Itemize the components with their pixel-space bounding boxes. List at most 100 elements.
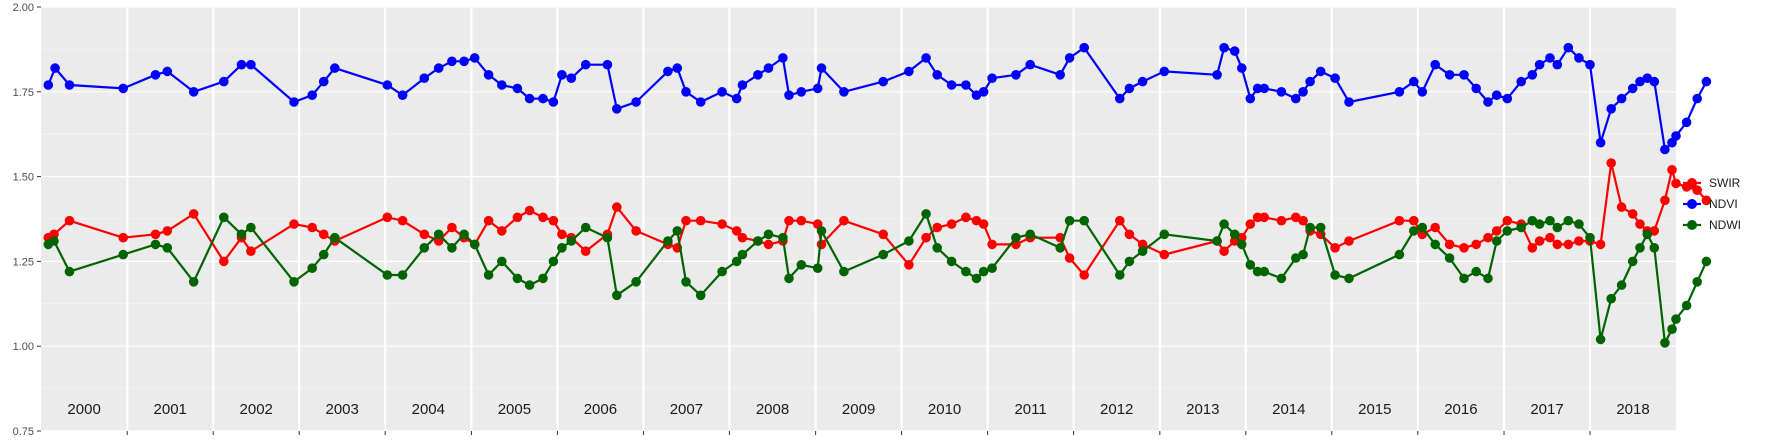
data-point-ndwi [188, 277, 199, 287]
data-point-ndvi [672, 63, 683, 73]
data-point-ndwi [1430, 239, 1440, 250]
data-point-ndvi [1064, 53, 1075, 63]
data-point-swir [1606, 158, 1616, 168]
data-point-swir [1459, 243, 1469, 253]
data-point-ndvi [1516, 76, 1526, 87]
data-point-swir [1219, 246, 1229, 256]
legend-item-ndwi: NDWI [1683, 218, 1741, 232]
legend-key-point [1687, 220, 1697, 230]
data-point-ndvi [1025, 59, 1035, 70]
data-point-ndvi [64, 80, 75, 90]
data-point-swir [1616, 202, 1627, 212]
data-point-swir [1660, 195, 1670, 206]
data-point-ndvi [580, 59, 591, 70]
data-point-ndwi [695, 290, 706, 301]
data-point-ndwi [1595, 334, 1606, 345]
year-label: 2011 [1014, 401, 1046, 418]
data-point-swir [1491, 226, 1502, 236]
data-point-swir [1276, 215, 1287, 226]
data-point-ndvi [50, 63, 60, 73]
data-point-ndwi [1642, 229, 1653, 240]
data-point-ndwi [118, 249, 128, 260]
data-point-ndvi [382, 80, 393, 90]
data-point-ndwi [1527, 215, 1538, 226]
data-point-swir [1635, 219, 1645, 229]
data-point-ndwi [524, 280, 535, 290]
data-point-ndwi [1444, 253, 1455, 263]
data-point-swir [580, 246, 591, 256]
data-point-swir [538, 212, 548, 223]
data-point-ndwi [602, 232, 613, 243]
data-point-swir [987, 239, 997, 250]
data-point-ndvi [961, 80, 971, 90]
data-point-swir [118, 232, 128, 243]
data-point-swir [1563, 239, 1574, 250]
data-point-ndvi [731, 93, 742, 104]
data-point-ndwi [1545, 215, 1555, 226]
data-point-ndwi [318, 249, 329, 260]
data-point-swir [631, 226, 641, 236]
data-point-ndvi [566, 73, 577, 83]
data-point-ndwi [1409, 226, 1419, 236]
data-point-ndwi [447, 243, 457, 253]
y-tick-label: 1.00 [13, 341, 34, 353]
data-point-ndwi [1252, 266, 1263, 277]
data-point-ndvi [1681, 117, 1692, 128]
data-point-swir [1330, 243, 1340, 253]
data-point-swir [1298, 215, 1308, 226]
data-point-ndwi [1491, 236, 1502, 246]
year-label: 2017 [1530, 401, 1563, 418]
data-point-swir [1527, 243, 1538, 253]
data-point-ndvi [1635, 76, 1645, 87]
data-point-ndwi [1606, 293, 1616, 304]
data-point-swir [717, 219, 727, 229]
data-point-ndwi [878, 249, 888, 260]
data-point-ndvi [397, 90, 408, 100]
data-point-ndvi [1692, 93, 1702, 104]
data-point-ndvi [681, 87, 691, 97]
data-point-ndvi [1459, 70, 1469, 80]
data-point-ndwi [1635, 243, 1645, 253]
data-point-swir [763, 239, 774, 250]
data-point-ndvi [921, 53, 931, 63]
data-point-swir [307, 222, 318, 233]
data-point-ndwi [1124, 256, 1135, 267]
data-point-swir [978, 219, 989, 229]
data-point-swir [612, 202, 622, 212]
data-point-swir [447, 222, 457, 233]
year-label: 2007 [670, 401, 703, 418]
data-point-ndvi [1124, 83, 1135, 94]
data-point-ndwi [1574, 219, 1584, 229]
data-point-swir [1409, 215, 1419, 226]
data-point-ndwi [1115, 270, 1125, 280]
series-ndvi [43, 42, 1712, 155]
data-point-ndvi [602, 59, 613, 70]
data-point-swir [64, 215, 75, 226]
data-point-ndvi [289, 97, 299, 107]
data-point-ndwi [778, 232, 788, 243]
year-label: 2009 [842, 401, 875, 418]
data-point-ndvi [946, 80, 957, 90]
data-point-swir [1692, 185, 1702, 195]
data-point-ndvi [1344, 97, 1354, 107]
data-point-ndvi [1394, 87, 1405, 97]
data-point-ndvi [1563, 42, 1574, 53]
data-point-swir [524, 205, 535, 216]
data-point-ndvi [1245, 93, 1256, 104]
data-point-ndvi [1606, 104, 1616, 114]
data-point-ndwi [1471, 266, 1481, 277]
data-point-ndvi [904, 66, 914, 77]
data-point-ndwi [150, 239, 161, 250]
data-point-ndwi [784, 273, 794, 284]
year-label: 2016 [1444, 401, 1477, 418]
data-point-ndwi [289, 277, 299, 287]
data-point-ndvi [1229, 46, 1240, 56]
data-point-ndwi [1502, 226, 1513, 236]
data-point-ndvi [219, 76, 229, 87]
data-point-ndwi [497, 256, 507, 267]
data-point-ndwi [538, 273, 548, 284]
data-point-swir [188, 209, 199, 219]
data-point-swir [839, 215, 849, 226]
data-point-ndwi [1011, 232, 1021, 243]
data-point-ndvi [447, 56, 457, 67]
